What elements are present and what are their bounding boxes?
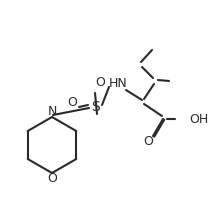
Text: OH: OH [189,112,208,125]
Text: S: S [91,100,99,114]
Text: O: O [143,134,153,147]
Text: O: O [47,172,57,185]
Text: HN: HN [109,77,127,90]
Text: O: O [67,95,77,108]
Text: O: O [95,75,105,88]
Text: N: N [47,105,57,118]
